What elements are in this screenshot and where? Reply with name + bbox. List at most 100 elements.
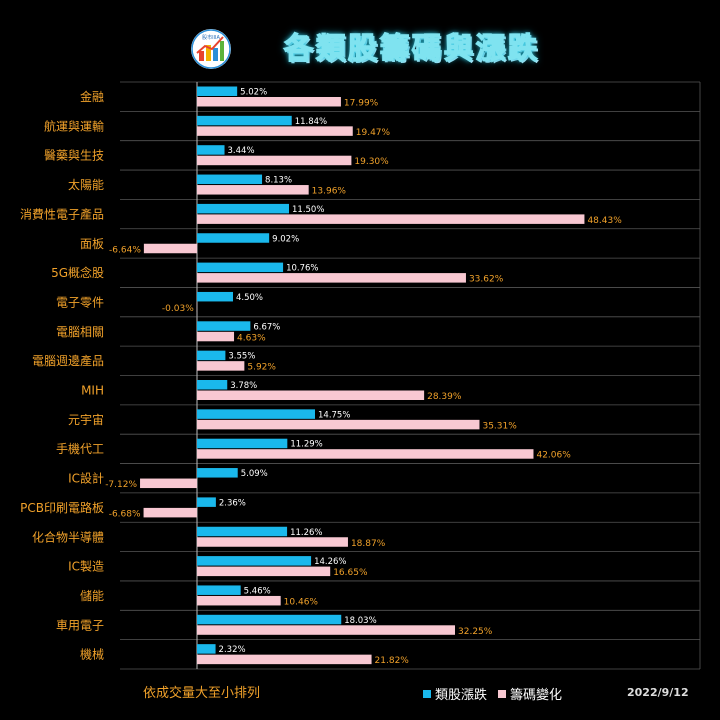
chip-value-label: 13.96% (312, 187, 347, 197)
rise-bar (197, 145, 225, 155)
rise-bar (197, 556, 312, 566)
rise-value-label: 11.29% (290, 440, 322, 450)
rise-bar (197, 644, 216, 654)
chip-bar (143, 507, 197, 518)
legend-label-rise: 類股漲跌 (435, 688, 488, 703)
chip-bar (197, 654, 372, 665)
rise-value-label: 11.50% (292, 205, 324, 215)
chip-value-label: 19.30% (354, 157, 389, 167)
chip-bar (140, 478, 197, 489)
rise-bar (197, 380, 228, 390)
category-label: 醫藥與生技 (44, 149, 104, 163)
chip-value-label: 19.47% (356, 128, 391, 138)
chip-bar (197, 566, 331, 577)
chip-bar (197, 449, 534, 459)
chip-bar (197, 273, 466, 283)
chip-value-label: 18.87% (351, 539, 386, 549)
chip-value-label: 5.92% (247, 363, 276, 373)
rise-value-label: 3.78% (230, 381, 257, 391)
chip-bar (197, 155, 352, 166)
rise-value-label: 11.84% (295, 117, 327, 127)
chip-bar (197, 595, 281, 606)
rise-value-label: 6.67% (253, 322, 280, 332)
rise-bar (197, 350, 226, 361)
rise-value-label: 10.76% (286, 264, 318, 274)
rise-value-label: 9.02% (272, 234, 299, 244)
legend-swatch-chip (498, 689, 506, 698)
category-label: IC設計 (68, 471, 104, 486)
chip-bar (197, 625, 455, 635)
rise-bar (197, 174, 263, 185)
legend-label-chip: 籌碼變化 (510, 688, 563, 703)
rise-bar (197, 262, 284, 273)
chip-value-label: 17.99% (344, 99, 379, 109)
logo-text: 股市IIIA (202, 34, 220, 41)
rise-value-label: 14.75% (318, 410, 350, 420)
chip-bar (197, 419, 480, 430)
chip-value-label: 48.43% (587, 216, 622, 226)
rise-bar (197, 115, 292, 126)
category-label: 面板 (80, 237, 104, 251)
category-label: 5G概念股 (51, 265, 104, 280)
category-label: 手機代工 (56, 441, 104, 456)
category-label: 太陽能 (68, 177, 104, 192)
category-label: 消費性電子產品 (20, 206, 104, 221)
chip-value-label: 35.31% (482, 421, 517, 431)
rise-value-label: 5.09% (241, 469, 268, 479)
category-label: 電子零件 (56, 295, 104, 309)
rise-value-label: 3.44% (228, 146, 255, 156)
stock-chart-logo-icon: 股市IIIA (191, 29, 231, 69)
category-label: MIH (81, 384, 104, 398)
chip-value-label: 10.46% (284, 597, 319, 607)
rise-value-label: 14.26% (314, 557, 346, 567)
chip-value-label: -0.03% (162, 304, 194, 314)
chip-bar (197, 361, 245, 371)
chip-value-label: 32.25% (458, 627, 493, 637)
rise-value-label: 8.13% (265, 176, 292, 186)
legend-swatch-rise (423, 689, 431, 698)
rise-bar (197, 233, 270, 243)
legend-item-chip: 籌碼變化 (498, 684, 562, 703)
chip-value-label: 42.06% (536, 451, 571, 461)
category-label: 金融 (80, 89, 104, 104)
chip-bar (197, 214, 585, 224)
date-label: 2022/9/12 (627, 686, 689, 699)
category-label: 車用電子 (56, 618, 104, 632)
legend-item-rise: 類股漲跌 (423, 684, 487, 703)
category-label: 電腦相關 (56, 324, 104, 339)
rise-value-label: 11.26% (290, 528, 322, 538)
category-label: 儲能 (80, 589, 104, 603)
chip-bar (197, 126, 353, 136)
chip-bar (197, 97, 341, 107)
rise-value-label: 4.50% (236, 293, 263, 303)
category-label: 電腦週邊產品 (32, 353, 104, 368)
rise-value-label: 2.36% (219, 498, 246, 508)
page-title: 各類股籌碼與漲跌 (283, 30, 541, 66)
rise-bar (197, 614, 342, 625)
rise-bar (197, 438, 288, 449)
sort-note: 依成交量大至小排列 (143, 686, 261, 701)
category-label: PCB印刷電路板 (20, 500, 104, 515)
rise-bar (197, 203, 289, 214)
rise-bar (197, 291, 233, 302)
chip-bar (197, 537, 348, 547)
chip-value-label: -7.12% (105, 480, 137, 490)
rise-bar (197, 86, 238, 96)
rise-bar (197, 468, 238, 478)
rise-bar (197, 585, 241, 595)
chip-value-label: -6.64% (109, 245, 141, 255)
rise-value-label: 5.46% (244, 586, 271, 596)
chip-bar (197, 185, 309, 195)
chip-value-label: 28.39% (427, 392, 462, 402)
category-label: 機械 (80, 647, 104, 662)
rise-value-label: 2.32% (219, 645, 246, 655)
category-label: 元宇宙 (68, 412, 104, 427)
rise-bar (197, 409, 315, 419)
rise-bar (197, 497, 216, 507)
rise-bar (197, 321, 251, 331)
rise-value-label: 3.55% (228, 352, 255, 362)
chip-value-label: 4.63% (237, 333, 266, 343)
category-label: 化合物半導體 (32, 529, 104, 544)
rise-value-label: 18.03% (344, 616, 376, 626)
